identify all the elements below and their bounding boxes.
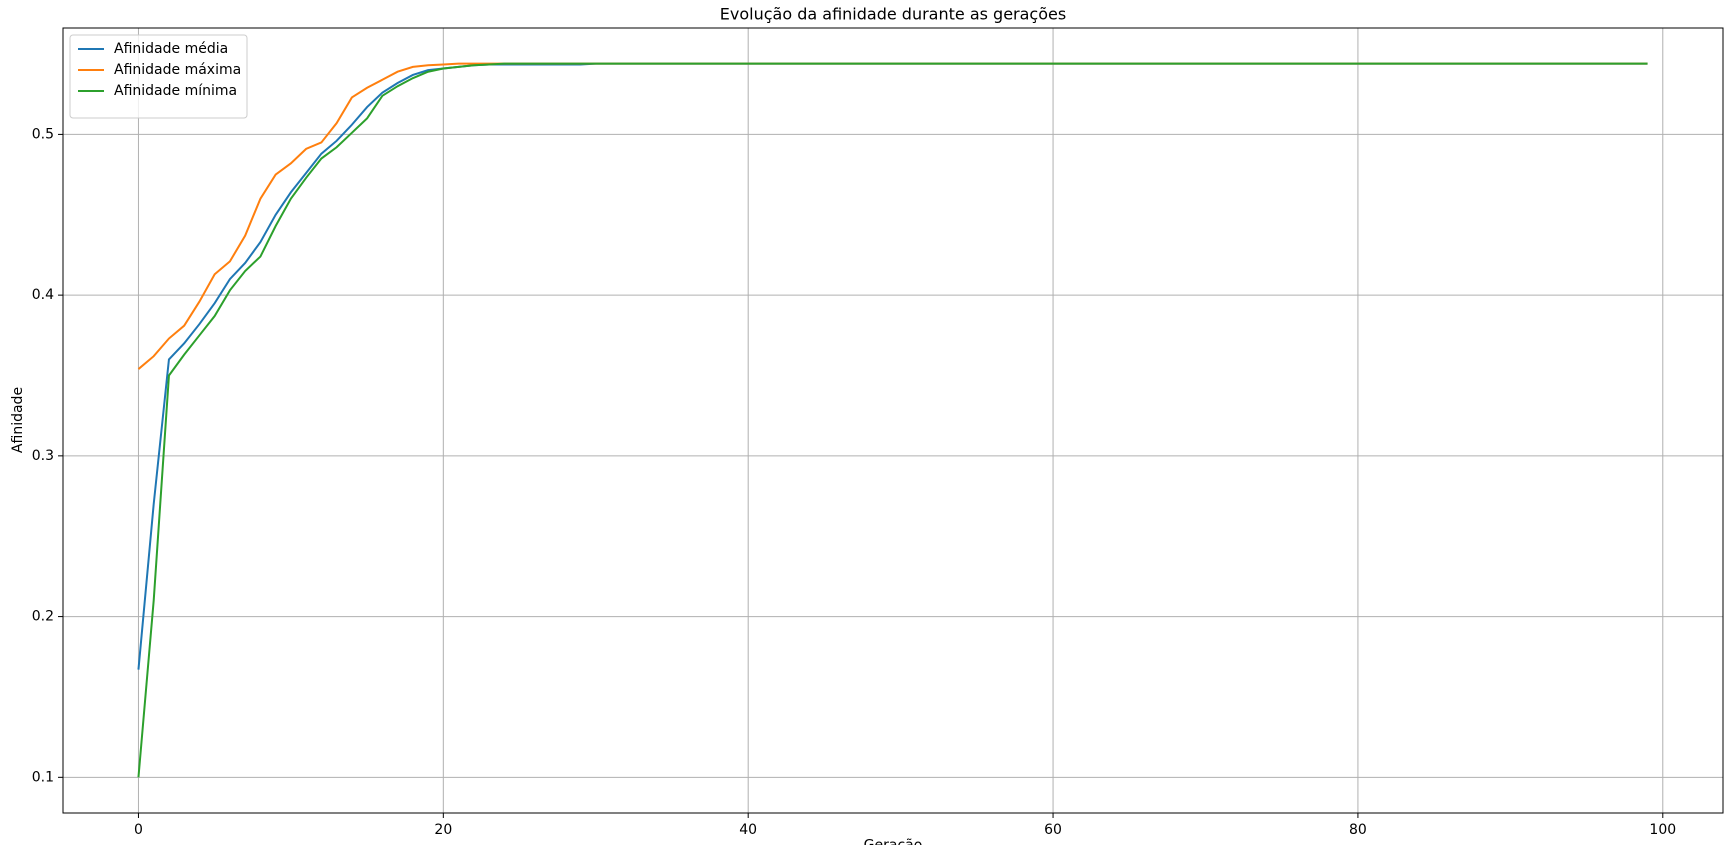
series-line	[137, 62, 1648, 670]
y-tick-label: 0.4	[32, 287, 54, 303]
y-tick-label: 0.3	[32, 448, 54, 464]
y-tick-label: 0.2	[32, 609, 54, 625]
plot-frame	[62, 27, 1724, 814]
x-tick-label: 80	[1349, 822, 1367, 838]
x-tick-label: 0	[134, 822, 143, 838]
y-tick-label: 0.5	[32, 126, 54, 142]
x-axis-label: Geração	[864, 838, 923, 845]
x-tick-label: 60	[1044, 822, 1062, 838]
series-line	[137, 62, 1648, 778]
legend-label: Afinidade mínima	[114, 83, 237, 99]
x-tick-label: 40	[739, 822, 757, 838]
legend-label: Afinidade máxima	[114, 62, 241, 78]
x-tick-label: 100	[1649, 822, 1676, 838]
chart-title: Evolução da afinidade durante as geraçõe…	[720, 5, 1066, 24]
y-tick-label: 0.1	[32, 769, 54, 785]
legend-box	[69, 34, 248, 119]
legend-label: Afinidade média	[114, 41, 228, 57]
y-axis-label: Afinidade	[10, 387, 26, 453]
x-tick-label: 20	[434, 822, 452, 838]
